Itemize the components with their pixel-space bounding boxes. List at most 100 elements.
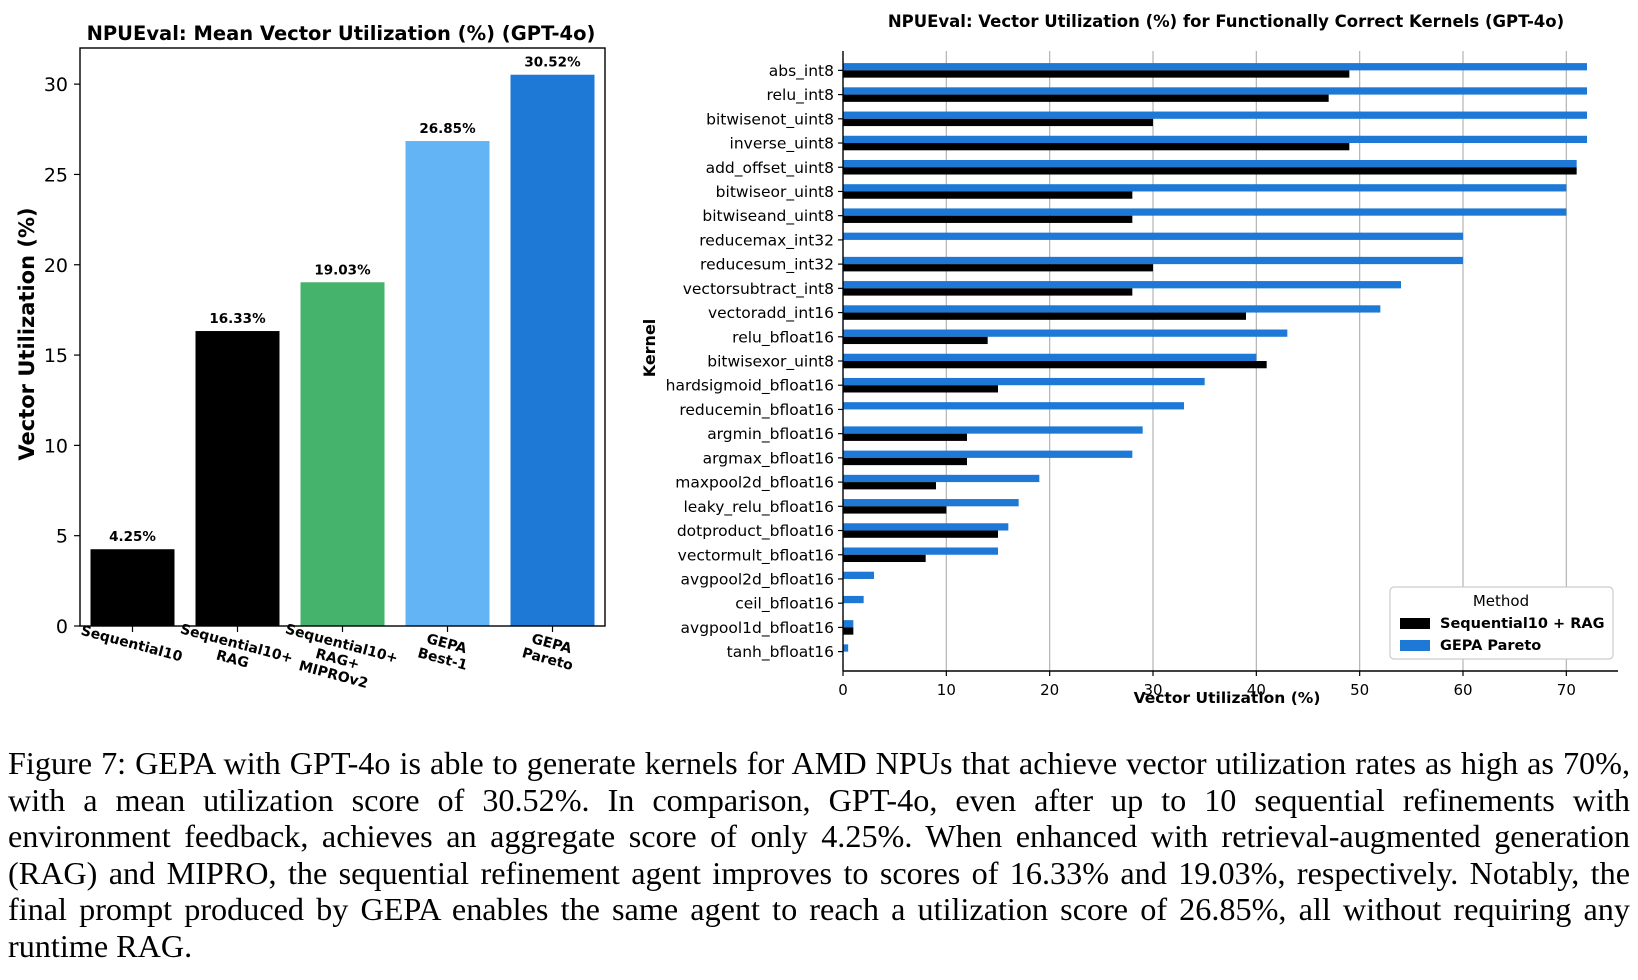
sequential-bar (843, 554, 926, 563)
sequential-bar (843, 264, 1153, 272)
gepa-bar (843, 208, 1567, 216)
right-y-tick-label: tanh_bfloat16 (727, 643, 834, 662)
left-chart-ticks: 0 5 10 15 20 25 30 (44, 74, 80, 638)
left-y-tick-label: 5 (56, 526, 68, 548)
sequential-bar (843, 385, 998, 393)
right-chart-y-axis-label: Kernel (640, 319, 659, 378)
right-y-tick-label: avgpool1d_bfloat16 (681, 619, 834, 638)
left-y-tick-label: 20 (44, 255, 68, 277)
gepa-bar (843, 305, 1381, 313)
right-y-tick-label: leaky_relu_bfloat16 (683, 498, 834, 517)
right-x-tick-label: 70 (1557, 681, 1576, 699)
right-y-tick-label: avgpool2d_bfloat16 (681, 570, 834, 589)
sequential-bar (843, 482, 936, 490)
right-y-tick-label: dotproduct_bfloat16 (677, 522, 834, 541)
gepa-bar (843, 571, 874, 579)
right-y-tick-label: reducemax_int32 (699, 231, 834, 250)
right-y-tick-label: bitwiseor_uint8 (716, 183, 834, 202)
left-x-tick-label: Sequential10+RAG (174, 621, 294, 682)
gepa-bar (843, 329, 1288, 337)
left-bar (405, 141, 490, 626)
gepa-bar (843, 159, 1577, 168)
gepa-bar (843, 523, 1009, 531)
left-y-tick-label: 15 (44, 345, 68, 367)
left-x-tick-label: GEPAPareto (520, 630, 579, 674)
right-x-tick-label: 40 (1247, 681, 1266, 699)
gepa-bar (843, 644, 849, 652)
gepa-bar (843, 499, 1019, 507)
left-y-tick-label: 10 (44, 435, 68, 457)
gepa-bar (843, 402, 1184, 410)
sequential-bar (843, 627, 854, 635)
left-x-tick-label: Sequential10+RAG+MIPROv2 (275, 621, 399, 697)
figure-caption: Figure 7: GEPA with GPT-4o is able to ge… (8, 745, 1630, 964)
right-y-tick-label: vectoradd_int16 (708, 304, 834, 323)
legend-label-sequential: Sequential10 + RAG (1440, 616, 1605, 632)
left-chart-y-axis-label: Vector Utilization (%) (15, 207, 39, 460)
legend-label-gepa: GEPA Pareto (1440, 638, 1541, 654)
right-y-tick-label: vectorsubtract_int8 (683, 280, 834, 299)
left-bar-value-label: 19.03% (314, 262, 371, 278)
left-chart-title: NPUEval: Mean Vector Utilization (%) (GP… (87, 22, 596, 45)
legend-swatch-gepa (1400, 640, 1430, 651)
left-bar (195, 331, 280, 626)
gepa-bar (843, 474, 1040, 483)
right-y-tick-label: relu_int8 (766, 86, 834, 105)
left-x-tick-label-line: Sequential10 (79, 623, 184, 666)
right-y-tick-label: hardsigmoid_bfloat16 (666, 377, 834, 396)
gepa-bar (843, 87, 1587, 95)
left-bar (90, 549, 175, 626)
sequential-bar (843, 118, 1153, 127)
right-chart-title: NPUEval: Vector Utilization (%) for Func… (888, 12, 1564, 31)
right-x-tick-label: 30 (1143, 681, 1162, 699)
right-y-tick-label: bitwisenot_uint8 (706, 110, 834, 129)
right-y-tick-label: ceil_bfloat16 (735, 595, 834, 614)
sequential-bar (843, 361, 1267, 369)
kernel-utilization-chart: NPUEval: Vector Utilization (%) for Func… (640, 12, 1618, 707)
gepa-bar (843, 232, 1463, 240)
left-bar-value-label: 4.25% (109, 529, 156, 545)
left-bar (300, 282, 385, 626)
gepa-bar (843, 595, 864, 604)
right-x-tick-label: 0 (838, 681, 848, 699)
sequential-bar (843, 167, 1577, 175)
left-bar-value-label: 30.52% (524, 55, 581, 71)
left-x-tick-label: Sequential10 (79, 623, 184, 666)
gepa-bar (843, 547, 998, 555)
sequential-bar (843, 94, 1329, 102)
left-y-tick-label: 30 (44, 74, 68, 96)
gepa-bar (843, 620, 854, 628)
sequential-bar (843, 457, 967, 466)
legend-swatch-sequential (1400, 618, 1430, 629)
right-y-tick-label: argmin_bfloat16 (707, 425, 834, 444)
right-y-tick-label: abs_int8 (769, 62, 834, 81)
right-y-tick-label: maxpool2d_bfloat16 (675, 474, 834, 493)
left-x-tick-label: GEPABest-1 (416, 630, 473, 674)
right-y-tick-label: vectormult_bfloat16 (678, 546, 834, 565)
left-bar-value-label: 16.33% (209, 311, 266, 327)
right-y-tick-label: relu_bfloat16 (732, 328, 834, 347)
sequential-bar (843, 433, 967, 441)
right-y-tick-label: bitwisexor_uint8 (707, 353, 834, 372)
gepa-bar (843, 281, 1401, 289)
right-x-tick-label: 60 (1453, 681, 1472, 699)
right-chart-axes (842, 51, 1618, 672)
right-chart-bars: abs_int8 relu_int8 bitwisenot_uint8inverse… (666, 62, 1587, 662)
sequential-bar (843, 191, 1133, 199)
left-bar (510, 74, 595, 627)
gepa-bar (843, 353, 1257, 361)
left-y-tick-label: 25 (44, 164, 68, 186)
right-y-tick-label: argmax_bfloat16 (703, 449, 834, 468)
right-y-tick-label: reducemin_bfloat16 (679, 401, 834, 420)
sequential-bar (843, 215, 1133, 223)
right-y-tick-label: add_offset_uint8 (706, 159, 834, 178)
gepa-bar (843, 111, 1587, 119)
sequential-bar (843, 336, 988, 345)
sequential-bar (843, 530, 998, 538)
gepa-bar (843, 377, 1205, 386)
sequential-bar (843, 312, 1246, 320)
right-y-tick-label: reducesum_int32 (700, 256, 834, 275)
gepa-bar (843, 426, 1143, 434)
legend-frame (1389, 586, 1614, 660)
right-x-tick-label: 10 (937, 681, 956, 699)
